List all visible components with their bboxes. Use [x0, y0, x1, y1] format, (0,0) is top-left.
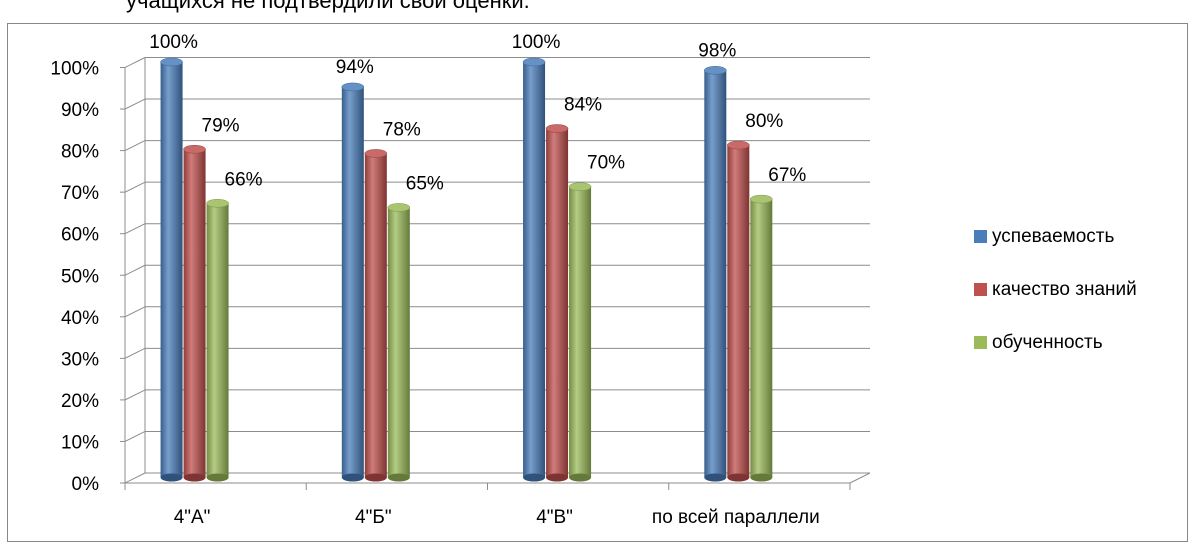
bars: [160, 57, 773, 482]
legend-label: качество знаний: [992, 278, 1137, 300]
bar-top: [750, 194, 773, 204]
bar: [704, 70, 727, 478]
gridline-diagonal: [124, 389, 146, 401]
bar-base: [727, 473, 750, 482]
bar-base: [341, 473, 364, 482]
bar: [750, 199, 773, 478]
axes: 0% 10% 20% 30% 40% 50% 60% 70% 80% 90% 100% 4"А" 4"Б…: [50, 57, 871, 528]
ytick-label: 20%: [61, 391, 99, 412]
ytick-label: 40%: [61, 308, 99, 329]
gridline-diagonal: [124, 140, 146, 152]
data-label: 78%: [383, 119, 421, 140]
gridline-diagonal: [124, 181, 146, 193]
xtick-label: по всей параллели: [652, 507, 820, 528]
bar: [160, 62, 183, 478]
ytick-label: 10%: [61, 432, 99, 453]
gridline-diagonal: [124, 57, 146, 68]
bar-top: [568, 182, 592, 191]
data-label: 80%: [745, 111, 783, 132]
ytick-label: 90%: [61, 100, 99, 121]
bar-base: [364, 473, 387, 482]
bar-base: [523, 473, 546, 482]
ytick-label: 70%: [61, 183, 99, 204]
legend-swatch-red: [974, 283, 987, 296]
bar-top: [206, 199, 229, 208]
bar-base: [569, 473, 592, 482]
bar-top: [341, 82, 365, 92]
bar: [387, 207, 410, 478]
legend-item-obuchennost: обученность: [974, 330, 1137, 355]
legend-item-kachestvo: качество знаний: [974, 277, 1137, 302]
legend: успеваемость качество знаний обученность: [974, 224, 1137, 383]
xtick-label: 4"Б": [355, 507, 392, 528]
bar: [206, 203, 229, 478]
data-label: 79%: [202, 115, 240, 136]
bar-top: [387, 203, 411, 212]
ytick-label: 50%: [61, 266, 99, 287]
legend-item-uspevaemost: успеваемость: [974, 224, 1137, 249]
xtick-label: 4"А": [174, 507, 211, 528]
data-label: 70%: [587, 153, 625, 174]
floor-right: [849, 472, 871, 484]
header-text: учащихся не подтвердили свои оценки.: [126, 0, 530, 13]
legend-label: успеваемость: [992, 225, 1115, 247]
ytick-label: 80%: [61, 142, 99, 163]
bar-top: [704, 66, 727, 75]
bar-base: [387, 473, 410, 482]
bar: [727, 145, 750, 478]
data-label: 65%: [406, 173, 444, 194]
bar: [523, 62, 546, 478]
data-label: 100%: [149, 32, 198, 53]
bar-base: [160, 473, 183, 482]
data-label: 100%: [512, 32, 561, 53]
data-label: 66%: [225, 169, 263, 190]
data-label: 84%: [564, 94, 602, 115]
data-label: 98%: [698, 40, 736, 61]
bar-base: [206, 473, 229, 482]
bar: [569, 186, 592, 478]
bar-base: [546, 473, 569, 482]
data-labels: 100% 79% 66% 94% 78% 65% 100% 84% 70% 98% 80% 67%: [149, 32, 806, 194]
data-label: 94%: [336, 57, 374, 78]
gridline-diagonal: [124, 98, 146, 110]
chart-border: [7, 23, 1188, 542]
bar-top: [183, 145, 206, 154]
bar-base: [704, 473, 727, 482]
ytick-label: 30%: [61, 349, 99, 370]
bar-top: [160, 57, 183, 67]
gridline-diagonal: [124, 431, 146, 442]
ytick-label: 100%: [50, 59, 99, 80]
legend-label: обученность: [992, 331, 1103, 353]
bar-base: [183, 473, 206, 482]
xtick-label: 4"В": [536, 507, 573, 528]
ytick-label: 60%: [61, 225, 99, 246]
bar: [546, 128, 569, 478]
gridline-diagonal: [124, 347, 146, 359]
legend-swatch-green: [974, 336, 987, 349]
bar-base: [750, 473, 773, 482]
bar-top: [364, 149, 388, 158]
gridline-diagonal: [124, 264, 146, 276]
ytick-label: 0%: [72, 474, 100, 495]
legend-swatch-blue: [974, 230, 987, 243]
gridline-diagonal: [124, 223, 146, 235]
gridline-diagonal: [124, 306, 146, 318]
bar-top: [522, 57, 546, 67]
gridline-diagonal: [124, 472, 146, 484]
bar: [364, 153, 387, 478]
bar: [183, 149, 206, 478]
bar: [341, 86, 364, 478]
bar-top: [727, 140, 750, 150]
bar-top: [545, 124, 569, 133]
data-label: 67%: [768, 165, 806, 186]
